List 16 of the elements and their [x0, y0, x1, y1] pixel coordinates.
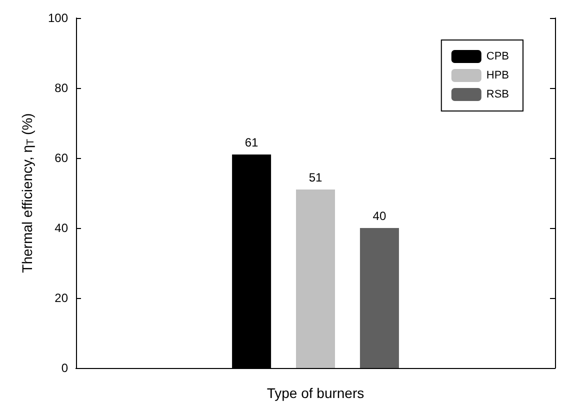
y-tick-label: 20	[54, 291, 68, 305]
bar	[360, 228, 399, 368]
data-label: 40	[372, 209, 386, 223]
data-label: 61	[244, 136, 259, 150]
y-tick-label: 80	[54, 81, 68, 95]
bar	[296, 190, 335, 368]
y-tick-label: 40	[54, 221, 68, 235]
y-axis-title: Thermal efficiency, ηT (%)	[19, 113, 36, 273]
legend-label: HPB	[486, 70, 510, 82]
data-label: 51	[308, 170, 322, 184]
legend-label: RSB	[486, 88, 510, 100]
legend-label: CPB	[486, 50, 510, 62]
y-tick-label: 0	[61, 361, 68, 375]
y-tick-label: 60	[54, 151, 68, 165]
y-tick-label: 100	[48, 11, 68, 25]
x-axis-title: Type of burners	[266, 385, 364, 401]
